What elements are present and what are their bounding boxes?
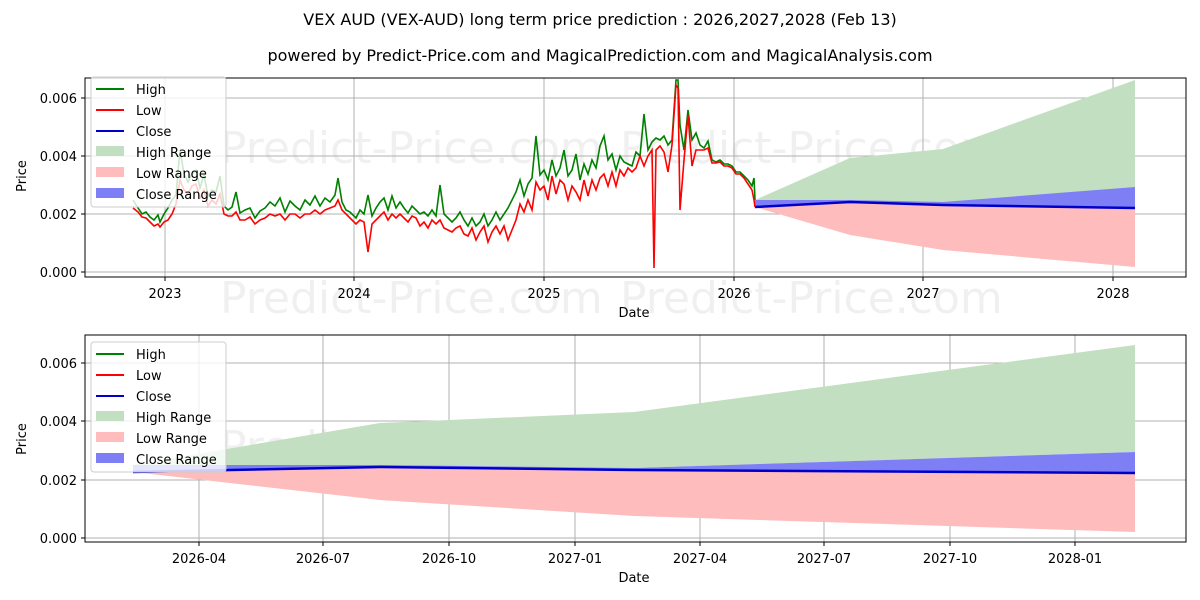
legend-close-range-swatch [96,453,124,463]
legend-label: Low Range [136,432,207,447]
top-x-ticks [164,277,1114,281]
chart-title: VEX AUD (VEX-AUD) long term price predic… [303,10,897,29]
x-tick-label: 2028 [1096,287,1129,302]
x-tick-label: 2027-10 [923,552,977,567]
y-axis-label: Price [15,423,30,455]
x-tick-label: 2028-01 [1048,552,1102,567]
legend-low-range-swatch [96,167,124,177]
legend-high-range-swatch [96,411,124,421]
legend-close-range-swatch [96,188,124,198]
high-range-area [755,80,1135,203]
bottom-y-ticks [81,362,85,539]
x-tick-label: 2023 [148,287,181,302]
legend-label: Low [136,369,162,384]
high-line [132,79,756,228]
x-tick-label: 2026-10 [422,552,476,567]
watermark: Predict-Price.com [220,123,603,174]
close-forecast-line [132,465,1136,475]
legend-label: High [136,83,166,98]
x-tick-label: 2026 [717,287,750,302]
x-axis-label: Date [618,571,649,586]
y-tick-label: 0.002 [40,474,77,489]
legend-low-range-swatch [96,432,124,442]
x-tick-label: 2026-04 [172,552,226,567]
close-range-area [755,187,1135,208]
y-tick-label: 0.002 [40,208,77,223]
x-tick-label: 2025 [527,287,560,302]
top-y-ticks [81,97,85,273]
y-tick-label: 0.000 [40,532,77,547]
low-range-area [133,468,1135,532]
legend-label: Low [136,104,162,119]
x-tick-label: 2024 [337,287,370,302]
bottom-legend: High Low Close High Range Low Range Clos… [90,341,227,473]
legend-label: High Range [136,146,211,161]
bottom-x-ticks [198,542,1076,546]
y-axis-label: Price [15,160,30,192]
legend-high-range-swatch [96,146,124,156]
high-range-area [133,345,1135,468]
x-axis-label: Date [618,306,649,321]
y-tick-label: 0.006 [40,92,77,107]
legend-label: Close Range [136,453,217,468]
legend-label: High Range [136,411,211,426]
x-tick-label: 2027-04 [673,552,727,567]
x-tick-label: 2027-01 [548,552,602,567]
y-tick-label: 0.004 [40,415,77,430]
y-tick-label: 0.004 [40,150,77,165]
y-tick-label: 0.000 [40,266,77,281]
legend-label: Close Range [136,188,217,203]
top-legend: High Low Close High Range Low Range Clos… [90,76,227,208]
x-tick-label: 2027-07 [797,552,851,567]
chart-subtitle: powered by Predict-Price.com and Magical… [267,46,933,65]
top-chart: Predict-Price.com Predict-Price.com Pred… [15,76,1187,324]
top-axes-frame [84,77,1187,278]
x-tick-label: 2027 [906,287,939,302]
watermark: Predict-Price.com [620,273,1003,324]
y-tick-label: 0.006 [40,357,77,372]
low-line [132,82,756,269]
legend-label: Low Range [136,167,207,182]
x-tick-label: 2026-07 [296,552,350,567]
bottom-axes-frame [84,334,1187,543]
legend-label: Close [136,390,171,405]
legend-label: High [136,348,166,363]
low-range-area [755,201,1135,267]
bottom-chart: Predict-Price.com Predict-Price.com [15,334,1187,586]
close-forecast-line [754,200,1136,210]
legend-label: Close [136,125,171,140]
watermark: Predict-Price.com [220,273,603,324]
